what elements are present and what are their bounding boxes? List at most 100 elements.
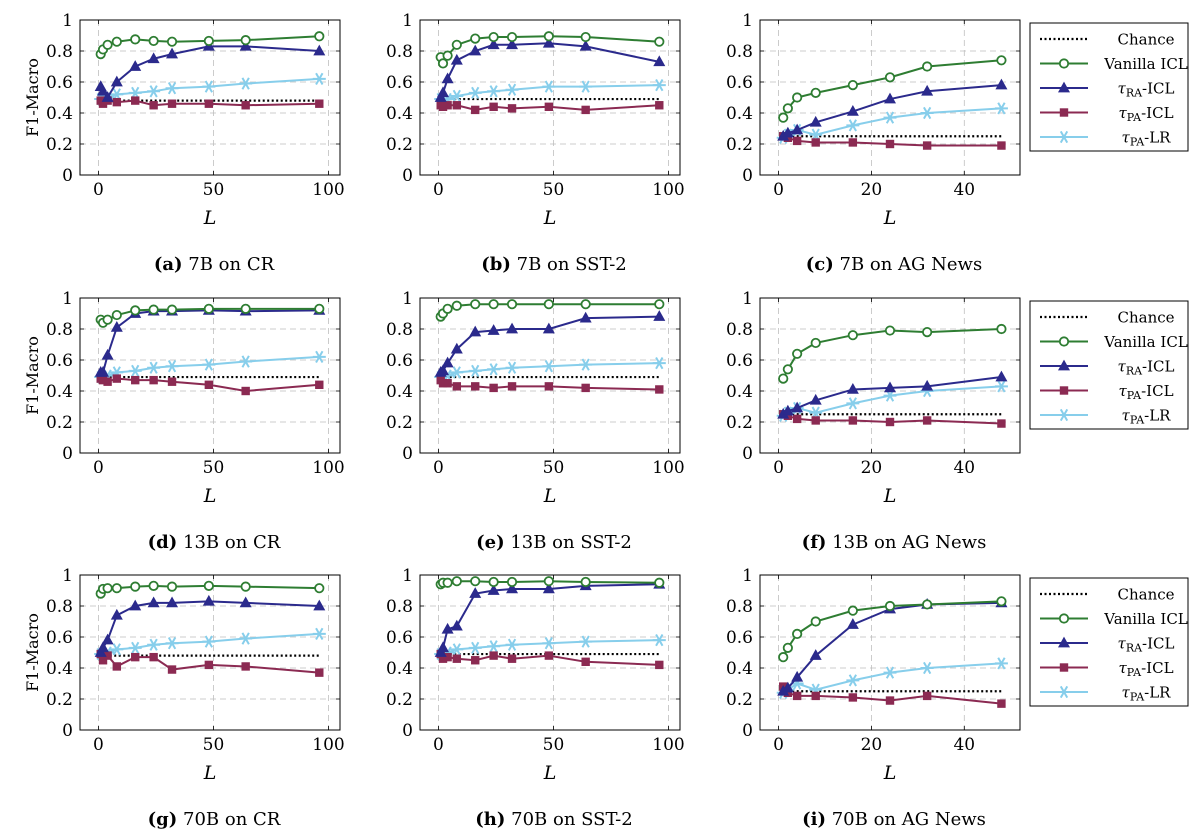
series-raicl (94, 39, 326, 102)
data-point (149, 375, 158, 385)
data-point (995, 370, 1008, 382)
data-point (778, 652, 789, 663)
data-point (792, 414, 802, 424)
panel-letter: (d) (148, 532, 178, 553)
plot-frame (759, 574, 1021, 731)
data-point (792, 92, 803, 103)
data-point (544, 382, 554, 391)
data-point (469, 587, 482, 598)
data-point (314, 31, 325, 42)
data-point (110, 321, 123, 332)
data-point (452, 654, 462, 663)
y-tick-label: 0.6 (46, 628, 73, 648)
x-tick-label: 20 (861, 458, 883, 478)
series-paicl (96, 374, 324, 396)
data-point (437, 641, 450, 653)
y-axis-label: F1-Macro (23, 613, 42, 692)
y-tick-label: 0 (402, 721, 413, 741)
panel-letter: (g) (148, 809, 178, 830)
x-axis-label: L (883, 762, 897, 784)
data-point (652, 78, 666, 92)
legend-label: Chance (1117, 309, 1174, 327)
data-point (791, 123, 804, 135)
data-point (166, 36, 178, 47)
plot-frame (419, 297, 681, 454)
data-point (468, 86, 482, 100)
panel-h: 0 50 100 0 0.2 0.4 0.6 0.8 1 L (h) 70B on SST-2 (386, 566, 685, 830)
data-point (544, 102, 554, 111)
data-point (450, 366, 464, 379)
x-axis-label: L (203, 485, 217, 507)
panel-caption: (h) 70B on SST-2 (475, 809, 632, 830)
series-vanillaicl (778, 55, 1007, 123)
y-tick-label: 1 (742, 289, 753, 309)
data-point (846, 119, 860, 132)
y-tick-label: 0.6 (726, 628, 753, 648)
data-point (443, 652, 452, 662)
legend-marker (1058, 613, 1070, 624)
series-vanillaicl (435, 31, 665, 69)
data-point (97, 84, 110, 96)
x-tick-label: 0 (773, 180, 784, 200)
data-point (995, 78, 1008, 90)
data-point (315, 380, 324, 389)
data-point (204, 99, 214, 108)
data-point (847, 80, 858, 91)
data-point (543, 576, 554, 587)
data-point (884, 72, 896, 83)
panel-letter: (c) (806, 254, 834, 275)
data-point (166, 47, 179, 59)
legend-item-3: τPA-ICL (1040, 659, 1174, 679)
data-point (312, 350, 326, 364)
x-axis-label: L (203, 762, 217, 784)
y-tick-label: 0.4 (46, 104, 73, 124)
data-point (581, 105, 590, 115)
data-point (920, 661, 934, 675)
data-point (506, 31, 518, 43)
x-tick-label: 50 (203, 180, 225, 200)
panel-caption-text: 70B on AG News (826, 809, 986, 830)
data-point (885, 696, 895, 705)
legend-item-0: Chance (1040, 31, 1175, 49)
panel-i: 0 20 40 0 0.2 0.4 0.6 0.8 1 L (i) 70B on AG News (726, 566, 1021, 830)
data-point (542, 80, 556, 93)
y-tick-label: 0.6 (386, 73, 413, 93)
data-point (240, 35, 251, 46)
data-point (442, 577, 453, 588)
data-point (506, 322, 519, 334)
legend-item-3: τPA-ICL (1040, 382, 1174, 402)
panel-caption-text: 7B on AG News (834, 254, 982, 275)
series-paicl (436, 649, 664, 670)
data-point (241, 101, 250, 110)
data-point (202, 594, 215, 606)
data-point (148, 580, 159, 591)
data-point (487, 584, 500, 595)
y-tick-label: 0.2 (386, 690, 413, 710)
data-point (809, 649, 822, 660)
data-point (147, 85, 161, 98)
x-tick-label: 50 (203, 458, 225, 478)
data-point (846, 674, 860, 687)
data-point (778, 373, 789, 384)
data-point (130, 305, 141, 316)
series-raicl (434, 36, 666, 102)
data-point (921, 379, 934, 391)
y-tick-label: 1 (62, 289, 73, 309)
y-tick-label: 0 (62, 444, 73, 464)
panel-d: 0 50 100 0 0.2 0.4 0.6 0.8 1 L F1-Macro (d) 13B on … (23, 289, 345, 553)
data-point (487, 640, 501, 653)
y-tick-label: 0 (742, 444, 753, 464)
legend-item-3: τPA-ICL (1040, 104, 1174, 124)
y-axis-label: F1-Macro (23, 58, 42, 137)
legend-marker (1058, 336, 1070, 347)
data-point (654, 299, 665, 310)
data-point (241, 386, 250, 396)
data-point (654, 577, 665, 588)
data-point (437, 364, 450, 376)
data-point (166, 581, 178, 592)
series-paicl (779, 410, 1006, 428)
y-tick-label: 1 (402, 11, 413, 31)
panel-caption-text: 7B on CR (183, 254, 275, 275)
data-point (655, 660, 664, 670)
y-tick-label: 0.6 (46, 351, 73, 371)
